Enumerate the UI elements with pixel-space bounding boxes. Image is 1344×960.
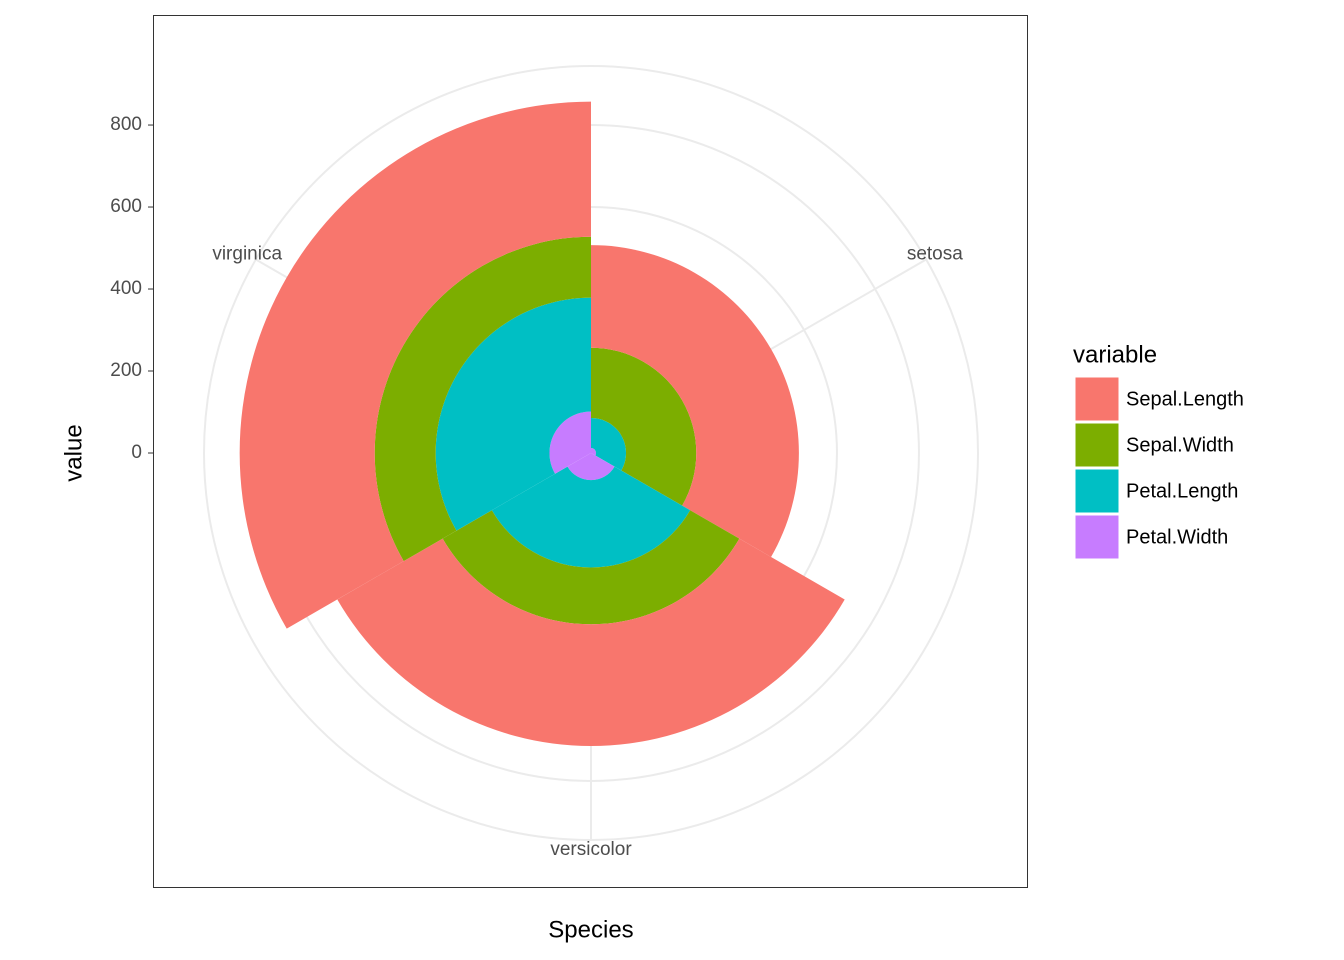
- x-axis-title: Species: [548, 916, 633, 943]
- legend-key: [1074, 422, 1120, 468]
- bars: [239, 101, 845, 746]
- bar-segment: [591, 245, 799, 557]
- y-tick-label: 200: [110, 360, 142, 381]
- bar-segment: [549, 411, 591, 474]
- legend-title: variable: [1073, 341, 1157, 368]
- y-tick-label: 600: [110, 196, 142, 217]
- y-tick-label: 0: [131, 442, 142, 463]
- bar-segment: [591, 447, 597, 456]
- bar-segment: [591, 347, 697, 506]
- legend-key: [1074, 514, 1120, 560]
- legend-label: Sepal.Width: [1126, 434, 1234, 456]
- bar-segment: [591, 417, 627, 471]
- x-tick-label: versicolor: [550, 839, 632, 860]
- y-tick-label: 800: [110, 114, 142, 135]
- bar-segment: [435, 297, 591, 531]
- legend-key: [1074, 376, 1120, 422]
- y-axis-title: value: [60, 424, 87, 481]
- bar-segment: [239, 101, 591, 629]
- bar-segment: [491, 466, 691, 568]
- y-tick-label: 400: [110, 278, 142, 299]
- x-tick-label: virginica: [212, 244, 282, 265]
- bar-segment: [337, 538, 845, 746]
- legend: Sepal.Length Sepal.Width Petal.Length Petal…: [1074, 376, 1244, 560]
- bar-segment: [442, 510, 740, 625]
- x-tick-label: setosa: [907, 244, 963, 265]
- legend-key: [1074, 468, 1120, 514]
- bar-segment: [567, 453, 615, 481]
- legend-label: Petal.Width: [1126, 526, 1228, 548]
- bar-segment: [374, 236, 591, 562]
- legend-label: Petal.Length: [1126, 480, 1238, 502]
- legend-label: Sepal.Length: [1126, 388, 1244, 410]
